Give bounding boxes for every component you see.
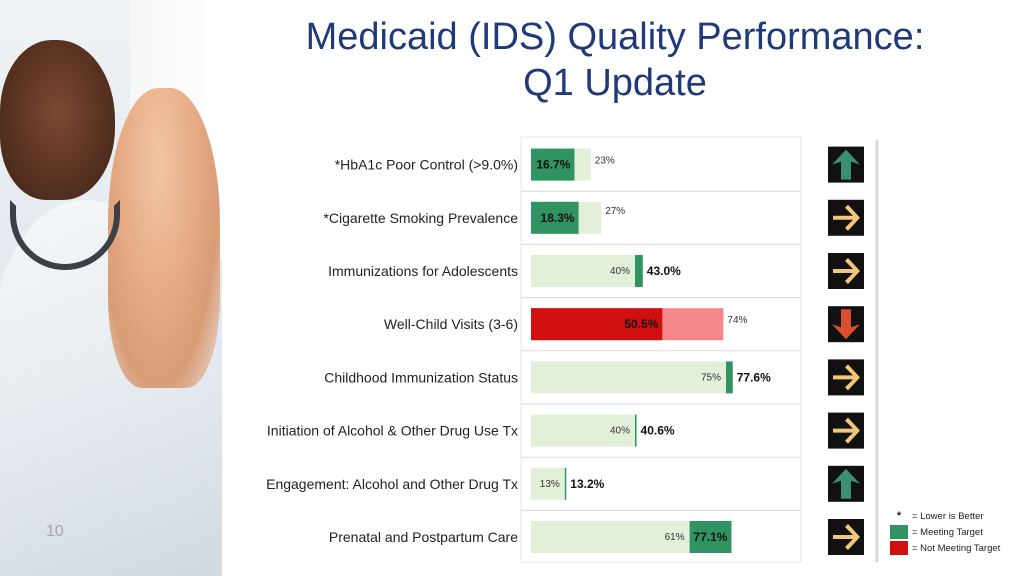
actual-value-label: 40.6% [641,424,675,438]
title-line-2: Q1 Update [523,62,707,104]
photo-child [108,88,220,388]
actual-value-label: 13.2% [570,477,604,491]
legend: * = Lower is Better = Meeting Target = Not … [890,508,1000,556]
category-label: Immunizations for Adolescents [328,263,518,279]
arrow-right-icon [833,417,860,444]
target-value-label: 27% [605,206,625,217]
actual-bar [635,414,637,447]
legend-label: = Lower is Better [912,510,984,522]
target-value-label: 75% [701,372,721,383]
actual-bar [531,201,579,234]
target-value-label: 74% [727,315,747,326]
legend-label: = Not Meeting Target [912,542,1001,554]
arrow-right-icon [833,364,860,391]
actual-value-label: 43.0% [647,264,681,278]
legend-swatch [890,525,908,539]
actual-bar [689,521,732,553]
category-label: *HbA1c Poor Control (>9.0%) [335,157,518,173]
photo-doctor-head [0,40,115,200]
doctor-with-child-photo [0,0,222,576]
category-label: *Cigarette Smoking Prevalence [323,210,518,226]
legend-item: = Meeting Target [890,524,1000,540]
category-label: Childhood Immunization Status [324,369,518,385]
target-bar [531,361,726,394]
target-value-label: 40% [610,426,630,437]
legend-item: = Not Meeting Target [890,540,1000,556]
target-value-label: 61% [665,532,685,543]
actual-value-label: 77.6% [737,370,771,384]
title-line-1: Medicaid (IDS) Quality Performance: [305,16,925,58]
arrow-up-icon [832,149,860,180]
arrow-down-icon [832,309,860,340]
slide-title: Medicaid (IDS) Quality Performance: Q1 U… [240,14,990,106]
actual-bar [635,255,643,287]
target-value-label: 23% [595,156,615,167]
legend-item: * = Lower is Better [890,508,1000,524]
actual-value-label: 50.5% [624,317,658,331]
actual-bar [726,361,733,394]
target-bar [531,467,565,500]
actual-bar [531,308,663,341]
legend-swatch [890,541,908,555]
arrow-up-icon [832,468,860,499]
arrow-right-icon [833,258,860,284]
actual-value-label: 77.1% [693,530,727,544]
category-label: Prenatal and Postpartum Care [329,529,518,545]
category-label: Well-Child Visits (3-6) [384,316,518,332]
actual-value-label: 16.7% [536,158,570,172]
page-number: 10 [46,523,64,540]
target-bar [531,255,635,287]
actual-value-label: 18.3% [541,211,575,225]
target-bar [531,414,635,447]
target-value-label: 40% [610,266,630,277]
target-bar [531,521,690,553]
arrow-right-icon [833,204,860,231]
category-label: Initiation of Alcohol & Other Drug Use T… [267,423,518,439]
arrow-right-icon [833,524,860,550]
legend-label: = Meeting Target [912,526,983,538]
actual-bar [564,467,567,500]
category-label: Engagement: Alcohol and Other Drug Tx [266,476,518,492]
target-value-label: 13% [540,479,560,490]
actual-bar [531,148,575,181]
asterisk-icon: * [896,510,902,522]
